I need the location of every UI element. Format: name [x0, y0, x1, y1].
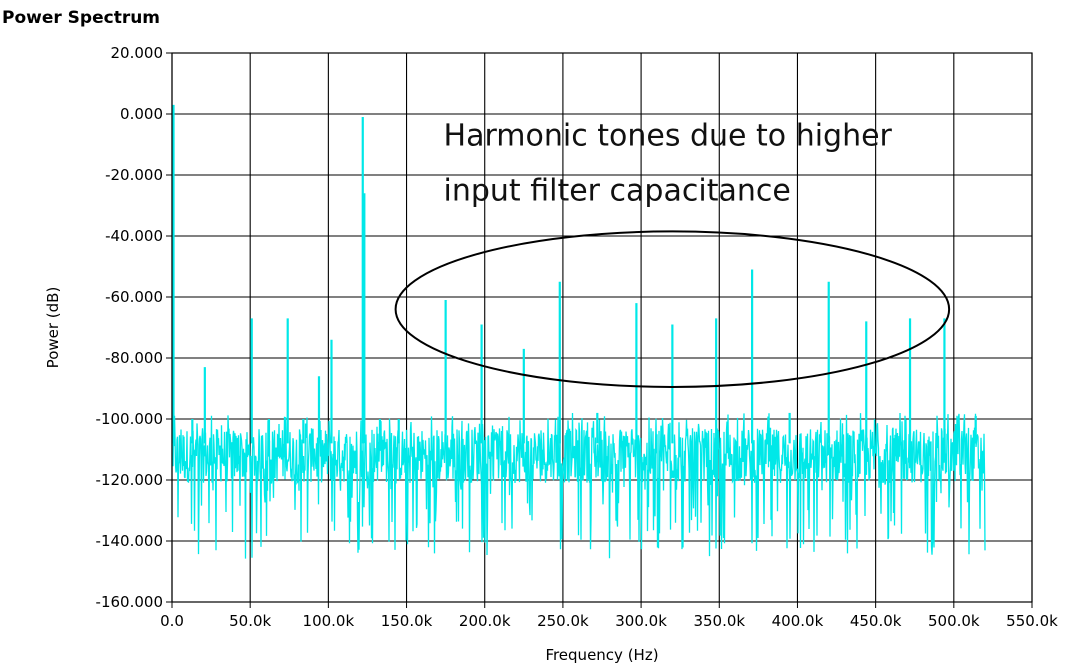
axis-ticks: 0.0 50.0k 100.0k 150.0k 200.0k 250.0k 300.0k 35… — [96, 44, 1059, 630]
x-tick-label: 100.0k — [303, 612, 355, 630]
x-tick-label: 250.0k — [537, 612, 589, 630]
spectrum-peaks — [172, 104, 977, 444]
x-tick-label: 350.0k — [693, 612, 745, 630]
x-tick-label: 200.0k — [459, 612, 511, 630]
y-tick-label: 0.000 — [120, 105, 163, 123]
x-tick-label: 50.0k — [229, 612, 271, 630]
y-tick-label: -40.000 — [105, 227, 163, 245]
y-tick-label: -160.000 — [96, 593, 163, 611]
y-tick-label: -140.000 — [96, 532, 163, 550]
y-axis-label: Power (dB) — [44, 287, 62, 369]
y-tick-label: -80.000 — [105, 349, 163, 367]
y-tick-label: -60.000 — [105, 288, 163, 306]
spectrum-series-line — [172, 412, 986, 559]
y-tick-label: -20.000 — [105, 166, 163, 184]
x-tick-label: 500.0k — [928, 612, 980, 630]
annotations: Harmonic tones due to higher input filte… — [394, 118, 951, 388]
annotation-text-line-1: Harmonic tones due to higher — [444, 118, 893, 153]
y-tick-label: -100.000 — [96, 410, 163, 428]
annotation-ellipse — [394, 230, 951, 388]
x-tick-label: 300.0k — [615, 612, 667, 630]
x-tick-label: 450.0k — [850, 612, 902, 630]
chart-title: Power Spectrum — [2, 8, 161, 28]
plot-frame — [171, 52, 1033, 603]
x-tick-label: 0.0 — [160, 612, 184, 630]
y-tick-label: -120.000 — [96, 471, 163, 489]
annotation-text-line-2: input filter capacitance — [444, 173, 791, 208]
y-tick-label: 20.000 — [111, 44, 164, 62]
x-tick-label: 550.0k — [1006, 612, 1058, 630]
x-tick-label: 400.0k — [772, 612, 824, 630]
x-axis-label: Frequency (Hz) — [545, 646, 658, 664]
x-tick-label: 150.0k — [381, 612, 433, 630]
